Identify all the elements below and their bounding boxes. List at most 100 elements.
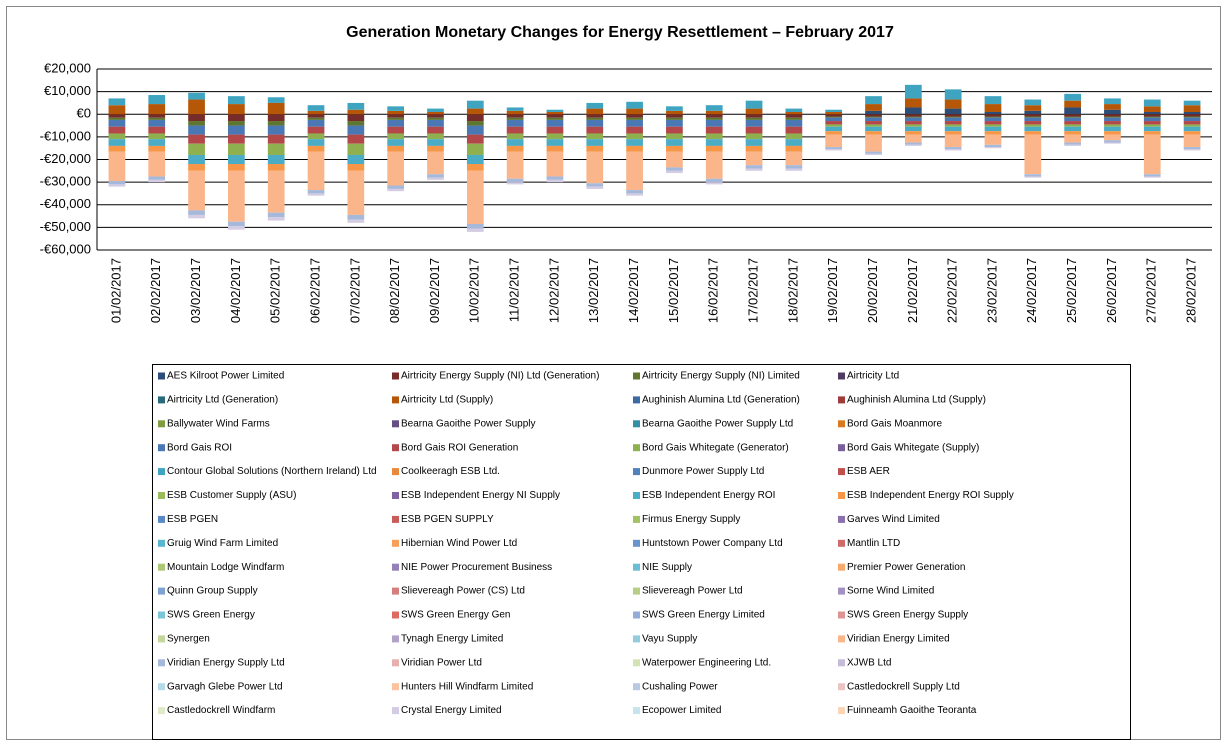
legend-label: Vayu Supply xyxy=(642,634,697,645)
bar-segment xyxy=(666,167,683,171)
bar-segment xyxy=(427,174,444,178)
bar-segment xyxy=(267,97,285,103)
bar-segment xyxy=(904,124,922,127)
bar-segment xyxy=(347,121,365,126)
legend-swatch xyxy=(392,635,399,643)
bar-segment xyxy=(705,126,723,134)
bar-segment xyxy=(865,104,882,111)
legend-label: Viridian Energy Limited xyxy=(847,634,950,645)
bar-segment xyxy=(427,111,444,115)
bar-segment xyxy=(1183,105,1201,112)
bar-segment xyxy=(984,117,1002,122)
bar-segment xyxy=(307,151,325,191)
legend-label: ESB Independent Energy ROI xyxy=(642,490,775,501)
bar-segment xyxy=(1064,121,1081,125)
bar-segment xyxy=(228,121,245,126)
bar-segment xyxy=(188,164,205,171)
legend-label: Slievereagh Power Ltd xyxy=(642,586,743,597)
bar-segment xyxy=(944,149,962,151)
bar-segment xyxy=(506,126,524,134)
bar-segment xyxy=(347,154,365,165)
chart-title: Generation Monetary Changes for Energy R… xyxy=(346,24,894,41)
bar-segment xyxy=(267,217,285,221)
x-tick-label: 24/02/2017 xyxy=(1024,258,1039,323)
bar-segment xyxy=(1064,144,1081,146)
bar-segment xyxy=(307,193,325,196)
bar-segment xyxy=(148,114,166,118)
bar-segment xyxy=(108,117,126,120)
bar-segment xyxy=(546,126,564,134)
bar-segment xyxy=(865,110,882,115)
bar-segment xyxy=(1183,124,1201,127)
bar-segment xyxy=(228,134,245,144)
bar-segment xyxy=(705,119,723,127)
bar-segment xyxy=(267,125,285,135)
bar-segment xyxy=(267,212,285,218)
bar-segment xyxy=(586,108,604,115)
bar-segment xyxy=(307,114,325,118)
legend-swatch xyxy=(392,563,399,571)
bar-segment xyxy=(984,144,1002,148)
legend-label: Airtricity Ltd (Supply) xyxy=(401,395,493,406)
bar-segment xyxy=(228,143,245,155)
legend-label: Aughinish Alumina Ltd (Generation) xyxy=(642,395,800,406)
bar-segment xyxy=(1064,93,1081,101)
bar-segment xyxy=(506,145,524,152)
legend-label: Gruig Wind Farm Limited xyxy=(167,538,278,549)
bar-segment xyxy=(586,183,604,187)
bar-segment xyxy=(944,131,962,135)
legend-swatch xyxy=(838,611,845,619)
y-tick-label: €10,000 xyxy=(44,83,91,98)
bar-segment xyxy=(1183,121,1201,125)
bar-segment xyxy=(1183,147,1201,150)
bar-segment xyxy=(745,145,763,152)
legend-swatch xyxy=(392,707,399,715)
bar-segment xyxy=(785,119,803,127)
bar-segment xyxy=(108,139,126,146)
bar-segment xyxy=(865,124,882,127)
bar-segment xyxy=(347,214,365,220)
bar-segment xyxy=(307,145,325,152)
bar-segment xyxy=(745,117,763,120)
legend-swatch xyxy=(392,659,399,667)
bar-segment xyxy=(307,139,325,146)
bar-segment xyxy=(1143,121,1161,125)
bar-segment xyxy=(825,114,843,117)
legend-swatch xyxy=(633,468,640,476)
bar-segment xyxy=(984,96,1002,105)
bar-segment xyxy=(108,98,126,106)
legend-swatch xyxy=(633,635,640,643)
bar-segment xyxy=(1064,134,1081,143)
legend-swatch xyxy=(158,492,165,499)
bar-segment xyxy=(984,147,1002,149)
x-tick-label: 23/02/2017 xyxy=(984,258,999,323)
bar-segment xyxy=(785,117,803,120)
bar-segment xyxy=(626,108,643,115)
bar-segment xyxy=(904,84,922,99)
bar-segment xyxy=(108,114,126,118)
legend-label: Bord Gais ROI Generation xyxy=(401,442,518,453)
bar-segment xyxy=(825,111,843,115)
bar-segment xyxy=(705,110,723,115)
bar-segment xyxy=(1143,124,1161,127)
bar-segment xyxy=(705,139,723,146)
bar-segment xyxy=(546,133,564,140)
legend-swatch xyxy=(838,492,845,499)
legend-swatch xyxy=(392,396,399,404)
bar-segment xyxy=(1104,116,1121,118)
bar-segment xyxy=(228,125,245,135)
bar-segment xyxy=(865,126,882,132)
bar-segment xyxy=(1143,111,1161,115)
bar-segment xyxy=(466,100,484,109)
bar-segment xyxy=(188,125,205,135)
legend-swatch xyxy=(158,515,165,523)
legend-label: XJWB Ltd xyxy=(847,657,891,668)
bar-segment xyxy=(785,108,803,112)
bar-segment xyxy=(347,170,365,215)
legend-swatch xyxy=(392,372,399,380)
bar-segment xyxy=(1143,114,1161,117)
bar-segment xyxy=(148,151,166,177)
legend-swatch xyxy=(838,372,845,380)
bar-segment xyxy=(626,151,643,191)
bar-segment xyxy=(307,110,325,115)
